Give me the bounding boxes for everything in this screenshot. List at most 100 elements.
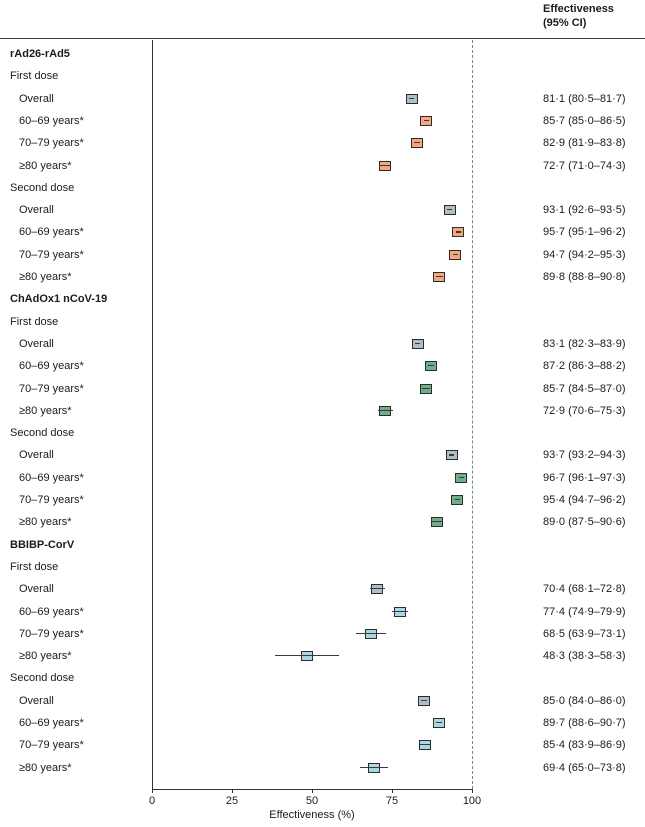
ci-value: 85·7 (85·0–86·5): [543, 114, 626, 127]
x-tick-label: 0: [148, 795, 156, 807]
x-tick-mark: [391, 789, 393, 793]
row-label-sub: First dose: [10, 70, 59, 83]
x-axis-label: Effectiveness (%): [269, 809, 355, 821]
value-column-header-line2: (95% CI): [543, 17, 587, 29]
row-label-item: 70–79 years*: [19, 627, 84, 640]
row-label-item: 60–69 years*: [19, 226, 84, 239]
ci-line: [415, 342, 421, 345]
row-label-item: ≥80 years*: [19, 159, 72, 172]
x-axis-line: [152, 789, 473, 790]
ci-line: [377, 409, 393, 411]
ci-line: [420, 744, 431, 746]
row-label-sub: Second dose: [10, 672, 75, 685]
y-axis-line: [152, 40, 153, 789]
x-tick-label: 25: [225, 795, 239, 807]
ci-value: 81·1 (80·5–81·7): [543, 92, 626, 105]
row-label-sub: First dose: [10, 315, 59, 328]
ci-line: [379, 164, 390, 166]
row-label-item: 60–69 years*: [19, 114, 84, 127]
ci-line: [452, 253, 458, 255]
x-tick-label: 100: [462, 795, 482, 807]
ci-line: [447, 209, 453, 211]
ci-line: [423, 119, 429, 122]
ci-value: 85·4 (83·9–86·9): [543, 739, 626, 752]
ci-line: [274, 655, 339, 657]
ci-line: [432, 521, 442, 523]
row-label-item: 70–79 years*: [19, 494, 84, 506]
ci-value: 95·7 (95·1–96·2): [543, 226, 626, 239]
row-label-item: 70–79 years*: [19, 382, 84, 395]
ci-value: 72·7 (71·0–74·3): [543, 159, 626, 172]
ci-value: 83·1 (82·3–83·9): [543, 337, 626, 350]
ci-value: 69·4 (65·0–73·8): [543, 761, 626, 774]
ci-line: [420, 699, 428, 701]
ci-value: 95·4 (94·7–96·2): [543, 494, 626, 506]
ci-value: 85·7 (84·5–87·0): [543, 382, 626, 395]
ci-line: [369, 588, 385, 590]
ci-line: [449, 454, 455, 456]
row-label-item: 60–69 years*: [19, 605, 84, 618]
ci-line: [414, 142, 421, 144]
row-label-item: 60–69 years*: [19, 471, 84, 484]
ci-value: 93·7 (93·2–94·3): [543, 449, 626, 462]
ci-value: 72·9 (70·6–75·3): [543, 404, 626, 417]
ci-line: [428, 365, 435, 367]
ci-value: 77·4 (74·9–79·9): [543, 605, 626, 618]
ci-value: 96·7 (96·1–97·3): [543, 471, 626, 484]
row-label-item: Overall: [19, 204, 54, 217]
ci-value: 70·4 (68·1–72·8): [543, 583, 626, 596]
header-divider: [0, 38, 645, 39]
row-label-sub: First dose: [10, 560, 59, 573]
x-tick-mark: [471, 789, 473, 793]
ci-line: [455, 231, 461, 233]
row-label-item: 60–69 years*: [19, 360, 84, 373]
row-label-item: Overall: [19, 583, 54, 596]
ci-value: 89·8 (88·8–90·8): [543, 271, 626, 283]
ci-line: [409, 97, 415, 99]
ci-value: 94·7 (94·2–95·3): [543, 248, 626, 261]
ci-line: [435, 722, 443, 724]
row-label-item: ≥80 years*: [19, 516, 72, 529]
row-label-item: 70–79 years*: [19, 137, 84, 150]
row-label-item: ≥80 years*: [19, 650, 72, 663]
row-label-item: Overall: [19, 337, 54, 350]
reference-line: [472, 40, 473, 789]
value-column-header-line1: Effectiveness: [543, 3, 614, 15]
x-tick-label: 75: [385, 795, 399, 807]
x-tick-label: 50: [305, 795, 319, 807]
row-label-item: Overall: [19, 92, 54, 105]
row-label-item: ≥80 years*: [19, 761, 72, 774]
ci-value: 93·1 (92·6–93·5): [543, 204, 626, 217]
ci-line: [391, 610, 408, 612]
ci-value: 89·7 (88·6–90·7): [543, 717, 626, 729]
row-label-sub: Second dose: [10, 427, 75, 440]
row-label-item: 70–79 years*: [19, 739, 84, 752]
ci-line: [454, 499, 460, 501]
row-label-group: ChAdOx1 nCoV-19: [10, 293, 108, 306]
ci-value: 82·9 (81·9–83·8): [543, 137, 626, 150]
ci-line: [356, 632, 386, 634]
row-label-sub: Second dose: [10, 181, 75, 194]
x-tick-mark: [231, 789, 233, 793]
x-tick-mark: [151, 789, 153, 793]
row-label-item: Overall: [19, 449, 54, 462]
ci-line: [458, 476, 464, 478]
ci-value: 85·0 (84·0–86·0): [543, 694, 626, 707]
ci-line: [360, 766, 389, 768]
ci-value: 48·3 (38·3–58·3): [543, 650, 626, 663]
ci-line: [422, 387, 431, 389]
row-label-item: 60–69 years*: [19, 717, 84, 729]
row-label-item: Overall: [19, 694, 54, 707]
ci-line: [436, 276, 443, 278]
ci-value: 89·0 (87·5–90·6): [543, 516, 626, 529]
ci-value: 68·5 (63·9–73·1): [543, 627, 626, 640]
row-label-item: ≥80 years*: [19, 404, 72, 417]
row-label-group: rAd26-rAd5: [10, 48, 70, 60]
row-label-group: BBIBP-CorV: [10, 538, 75, 551]
x-tick-mark: [311, 789, 313, 793]
row-label-item: ≥80 years*: [19, 271, 72, 283]
row-label-item: 70–79 years*: [19, 248, 84, 261]
ci-value: 87·2 (86·3–88·2): [543, 360, 626, 373]
